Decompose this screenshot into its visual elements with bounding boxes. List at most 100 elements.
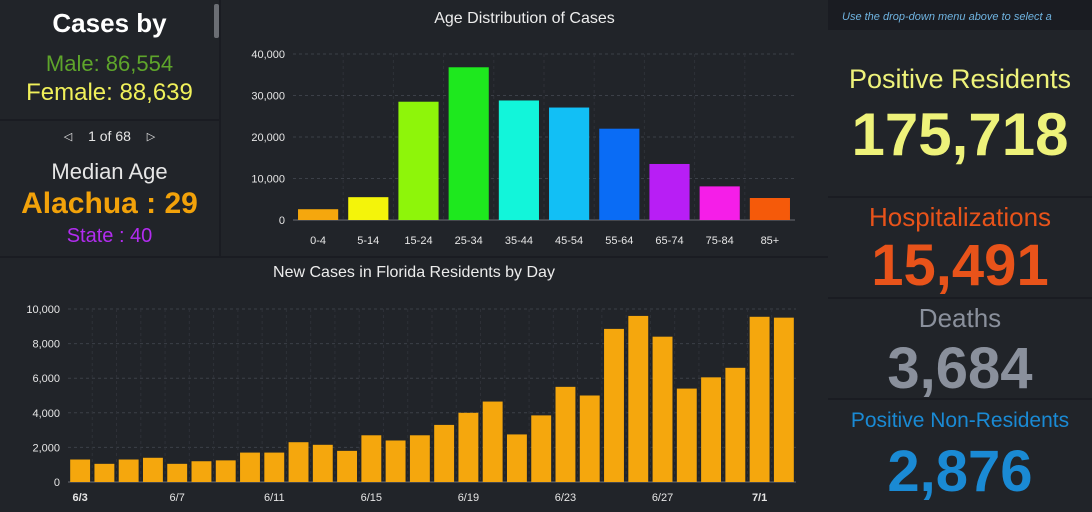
y-tick-label: 10,000	[26, 304, 60, 316]
x-tick-label: 55-64	[605, 235, 633, 247]
bar-85+	[749, 198, 790, 220]
bar-15-24	[398, 101, 439, 220]
y-tick-label: 2,000	[32, 442, 60, 454]
hospitalizations-panel: Hospitalizations 15,491	[828, 198, 1092, 297]
bar-6/20	[482, 401, 503, 482]
median-age-panel: ◁ 1 of 68 ▷ Median Age Alachua : 29 Stat…	[0, 121, 219, 256]
bar-6/18	[434, 424, 455, 482]
x-tick-label: 65-74	[655, 235, 683, 247]
positive-non-residents-label: Positive Non-Residents	[850, 409, 1070, 432]
bar-6/17	[409, 435, 430, 482]
x-tick-label: 6/7	[170, 492, 185, 504]
previous-page-icon[interactable]: ◁	[63, 130, 73, 143]
y-tick-label: 40,000	[251, 49, 285, 61]
age-distribution-panel: Age Distribution of Cases 0 10,000 20,000 3…	[221, 0, 828, 256]
bar-45-54	[549, 107, 590, 220]
bar-6/27	[652, 336, 673, 482]
hospitalizations-label: Hospitalizations	[868, 202, 1052, 232]
bar-6/23	[555, 386, 576, 482]
x-tick-label: 5-14	[357, 235, 379, 247]
x-tick-label: 6/11	[264, 492, 285, 504]
deaths-panel: Deaths 3,684	[828, 299, 1092, 398]
pager-label: 1 of 68	[88, 128, 131, 145]
bar-6/11	[264, 452, 285, 482]
bar-65-74	[649, 163, 690, 220]
gender-title: Cases by	[52, 8, 167, 38]
bar-6/8	[191, 461, 212, 482]
bar-6/21	[506, 434, 527, 482]
bar-6/25	[604, 328, 624, 482]
x-tick-label: 45-54	[555, 235, 583, 247]
bar-6/15	[361, 435, 382, 482]
female-cases-label: Female: 88,639	[26, 79, 193, 106]
bar-75-84	[699, 186, 740, 220]
y-tick-label: 6,000	[32, 373, 60, 385]
bar-6/13	[312, 444, 333, 482]
x-tick-label: 7/1	[752, 492, 767, 504]
y-tick-label: 0	[54, 477, 60, 489]
positive-non-residents-panel: Positive Non-Residents 2,876	[828, 400, 1092, 512]
deaths-label: Deaths	[918, 303, 1002, 333]
x-tick-label: 6/23	[555, 492, 576, 504]
x-tick-label: 25-34	[455, 235, 483, 247]
daily-cases-chart: 0 2,000 4,000 6,000 8,000 10,000 6/3 6/7 6/11 6/1…	[26, 304, 796, 504]
scrollbar-thumb[interactable]	[214, 4, 219, 38]
y-tick-label: 10,000	[251, 174, 285, 186]
bar-35-44	[498, 100, 539, 220]
age-chart-title: Age Distribution of Cases	[434, 10, 615, 27]
median-age-county: Alachua : 29	[21, 187, 198, 220]
pager: ◁ 1 of 68 ▷	[0, 127, 219, 144]
bar-6/16	[385, 440, 406, 482]
x-tick-label: 15-24	[404, 235, 432, 247]
bar-6/19	[458, 412, 479, 482]
bar-7/1	[749, 316, 770, 482]
y-tick-label: 4,000	[32, 408, 60, 420]
x-tick-label: 6/19	[458, 492, 479, 504]
bar-6/29	[701, 377, 722, 482]
y-tick-label: 20,000	[251, 132, 285, 144]
bar-6/6	[142, 457, 163, 482]
y-tick-label: 0	[279, 215, 285, 227]
bar-6/24	[579, 395, 600, 482]
bar-6/10	[240, 452, 260, 482]
bar-6/28	[676, 388, 697, 482]
deaths-value: 3,684	[887, 336, 1033, 398]
positive-residents-panel: Positive Residents 175,718	[828, 30, 1092, 196]
x-tick-label: 0-4	[310, 235, 326, 247]
instruction-strip: Use the drop-down menu above to select a	[828, 0, 1092, 28]
y-tick-label: 8,000	[32, 339, 60, 351]
x-tick-label: 35-44	[505, 235, 533, 247]
positive-non-residents-value: 2,876	[887, 439, 1033, 504]
x-tick-label: 85+	[761, 235, 780, 247]
next-page-icon[interactable]: ▷	[146, 130, 156, 143]
bar-6/22	[531, 415, 552, 482]
bar-6/5	[118, 459, 139, 482]
bar-7/2	[773, 317, 794, 482]
male-cases-label: Male: 86,554	[45, 51, 174, 76]
bar-6/12	[288, 442, 309, 482]
bar-6/9	[215, 460, 236, 482]
x-tick-label: 75-84	[706, 235, 734, 247]
daily-chart-title: New Cases in Florida Residents by Day	[273, 264, 555, 281]
bar-6/3	[70, 459, 91, 482]
bar-0-4	[298, 209, 339, 220]
bar-6/4	[94, 463, 115, 482]
daily-cases-panel: New Cases in Florida Residents by Day 0 2…	[0, 258, 828, 512]
bar-6/14	[337, 450, 358, 482]
bar-55-64	[599, 128, 640, 220]
gender-panel: Cases by Male: 86,554 Female: 88,639	[0, 0, 219, 119]
bar-5-14	[348, 197, 389, 220]
bar-25-34	[448, 67, 489, 220]
median-age-title: Median Age	[51, 159, 168, 184]
positive-residents-value: 175,718	[851, 101, 1069, 168]
positive-residents-label: Positive Residents	[848, 64, 1072, 94]
bar-6/30	[725, 367, 746, 482]
x-tick-label: 6/15	[361, 492, 382, 504]
bar-6/7	[167, 463, 188, 482]
bar-6/26	[628, 315, 649, 482]
x-tick-label: 6/3	[72, 492, 87, 504]
age-distribution-chart: 0 10,000 20,000 30,000 40,000 0-4 5-14 15-24 25-…	[251, 49, 795, 247]
y-tick-label: 30,000	[251, 91, 285, 103]
x-tick-label: 6/27	[652, 492, 673, 504]
median-age-state: State : 40	[66, 225, 153, 247]
